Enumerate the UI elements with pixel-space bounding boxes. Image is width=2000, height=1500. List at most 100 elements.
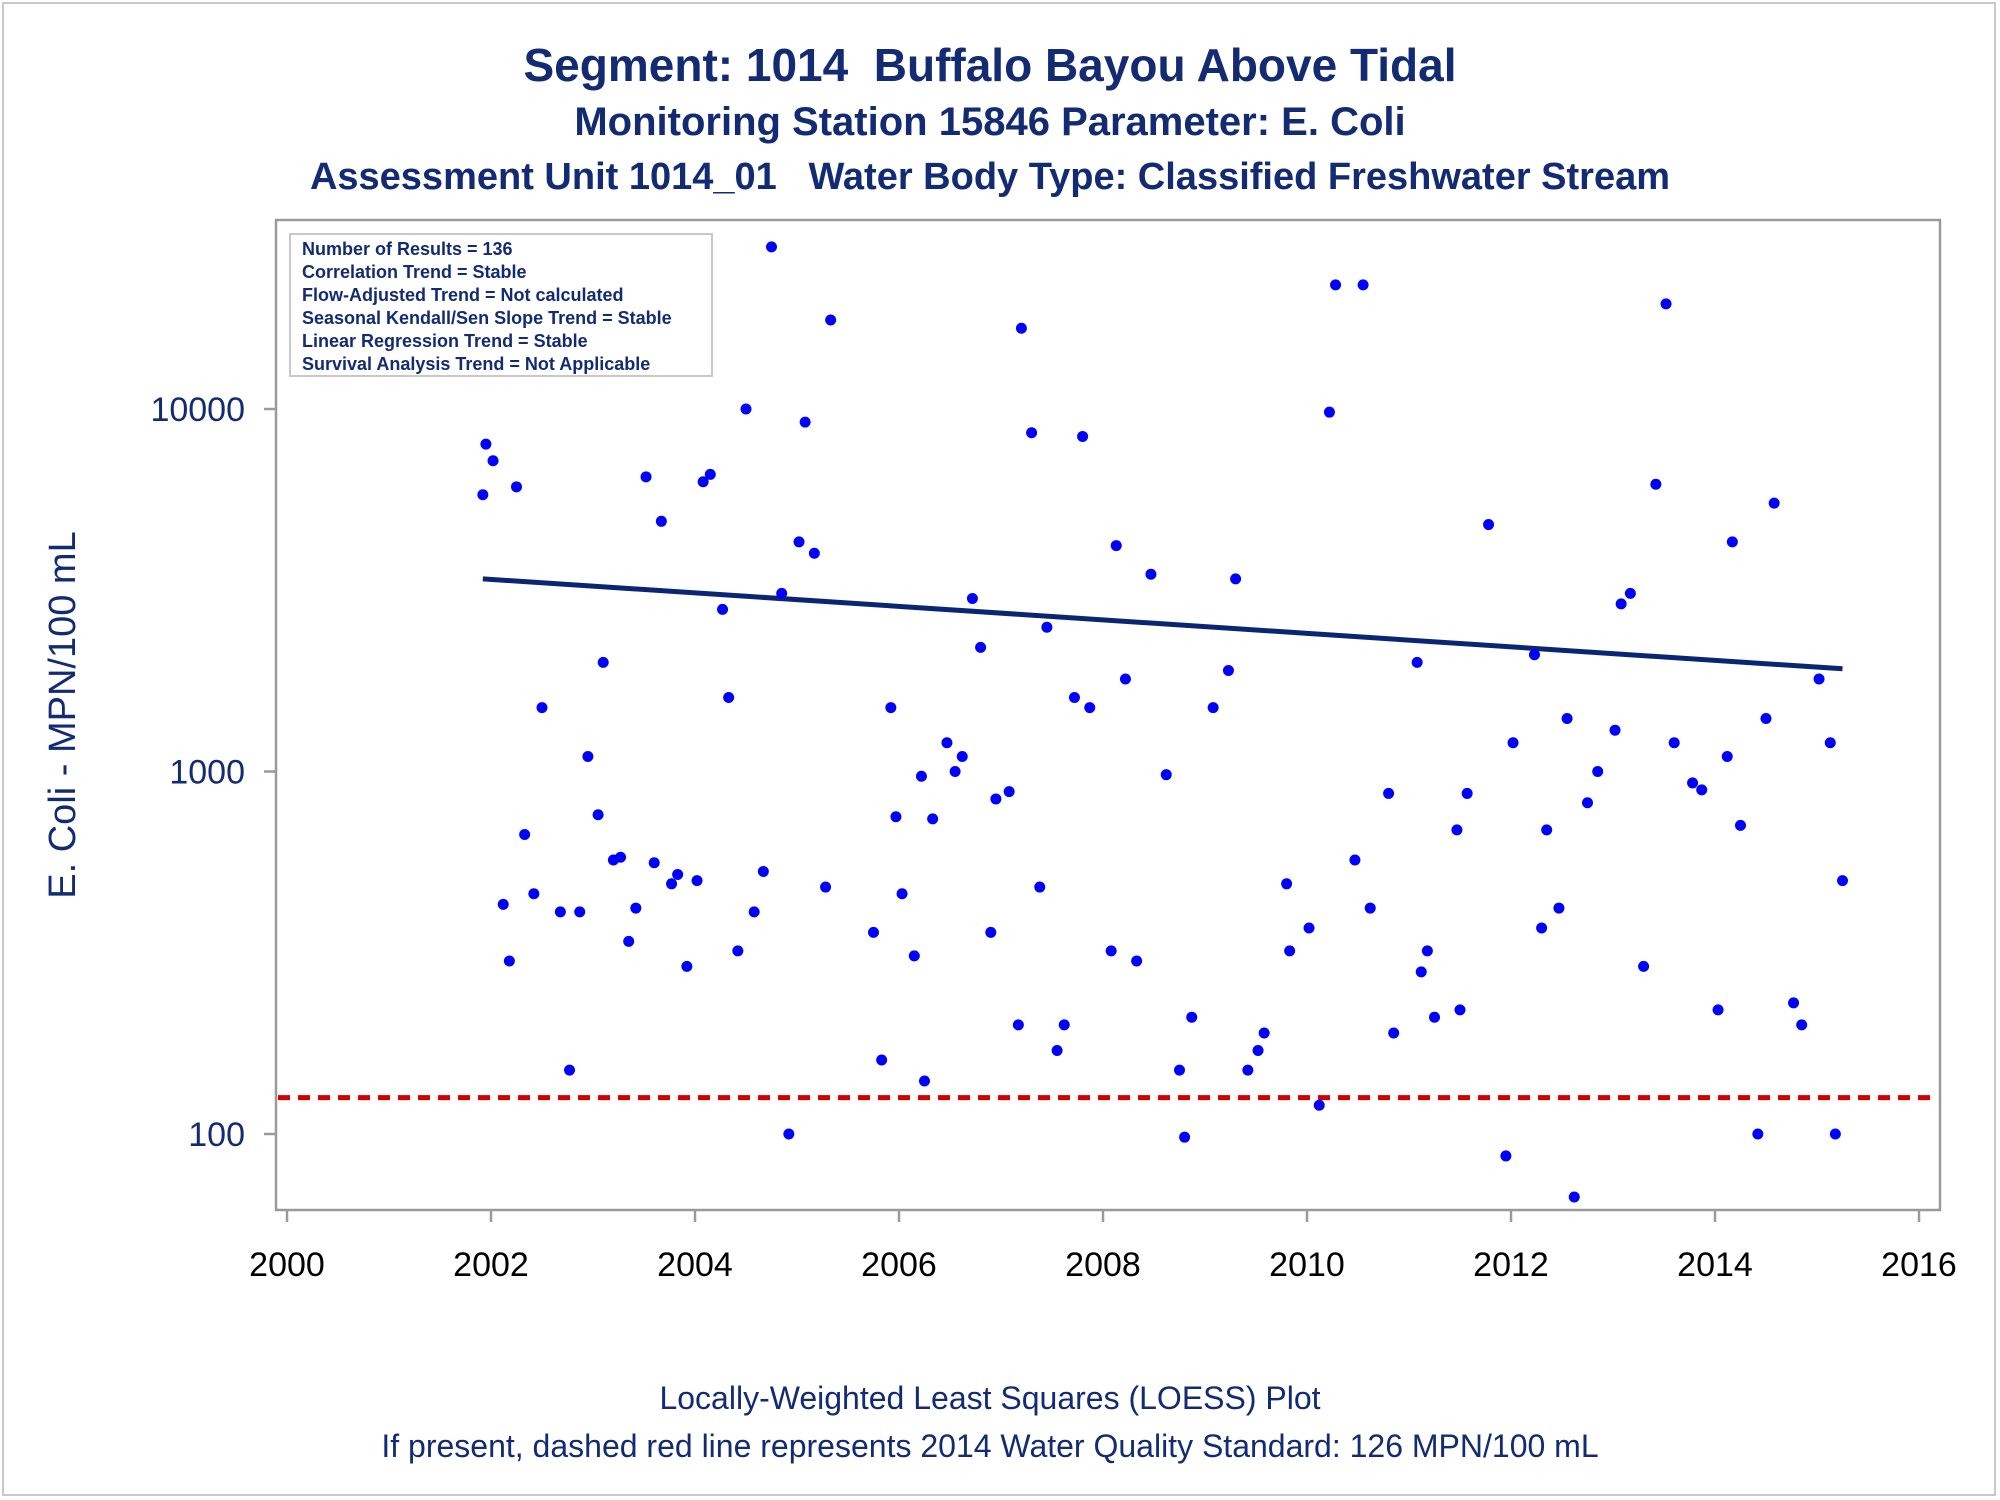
y-tick-label-100: 100 (188, 1116, 245, 1154)
data-point-132 (1813, 673, 1825, 685)
data-point-27 (697, 476, 709, 488)
data-point-87 (1303, 922, 1315, 934)
data-point-123 (1712, 1004, 1724, 1016)
data-point-3 (497, 898, 509, 910)
data-point-71 (1110, 540, 1122, 552)
data-point-55 (966, 593, 978, 605)
data-point-135 (1837, 875, 1848, 887)
y-tick-label-10000: 10000 (150, 391, 245, 429)
plot-area (274, 218, 1942, 1212)
data-point-66 (1058, 1019, 1070, 1031)
data-point-92 (1357, 279, 1369, 291)
stats-line-4: Linear Regression Trend = Stable (302, 331, 588, 351)
data-point-29 (717, 603, 729, 615)
data-point-95 (1388, 1027, 1400, 1039)
data-point-121 (1687, 777, 1699, 789)
x-tick-label-2016: 2016 (1881, 1246, 1957, 1284)
data-point-102 (1461, 787, 1473, 799)
data-point-63 (1034, 881, 1046, 893)
data-point-25 (681, 960, 693, 972)
data-point-8 (536, 702, 548, 714)
data-point-2 (487, 455, 499, 467)
x-tick-label-2014: 2014 (1677, 1246, 1753, 1284)
data-point-23 (666, 878, 678, 890)
data-point-83 (1252, 1044, 1264, 1056)
data-point-70 (1105, 945, 1117, 957)
data-point-74 (1145, 568, 1157, 580)
data-point-47 (896, 888, 908, 900)
data-point-19 (630, 902, 642, 914)
x-tick-label-2006: 2006 (861, 1246, 937, 1284)
data-point-26 (691, 875, 703, 887)
data-point-42 (825, 314, 837, 326)
data-point-10 (554, 906, 566, 918)
data-point-56 (975, 641, 987, 653)
data-point-118 (1650, 478, 1662, 490)
data-point-17 (615, 851, 627, 863)
data-point-22 (655, 515, 667, 527)
data-point-78 (1186, 1011, 1198, 1023)
stats-line-1: Correlation Trend = Stable (302, 262, 527, 282)
data-point-39 (799, 416, 811, 428)
data-point-51 (927, 813, 939, 825)
data-point-84 (1258, 1027, 1270, 1039)
data-point-97 (1415, 966, 1427, 978)
stats-line-0: Number of Results = 136 (302, 239, 513, 259)
data-point-128 (1760, 713, 1772, 725)
x-tick-label-2010: 2010 (1269, 1246, 1345, 1284)
footnote-loess: Locally-Weighted Least Squares (LOESS) P… (659, 1380, 1321, 1416)
data-point-76 (1174, 1064, 1185, 1076)
data-point-79 (1207, 702, 1219, 714)
data-point-82 (1242, 1064, 1254, 1076)
data-point-127 (1752, 1128, 1764, 1140)
data-point-111 (1568, 1191, 1580, 1203)
data-point-104 (1500, 1150, 1512, 1162)
loess-trend-line (482, 576, 1843, 672)
data-point-80 (1222, 664, 1234, 676)
data-point-38 (793, 536, 805, 548)
data-point-98 (1421, 945, 1433, 957)
data-point-101 (1454, 1004, 1466, 1016)
data-point-45 (885, 702, 897, 714)
data-point-57 (985, 926, 997, 938)
data-point-50 (919, 1075, 930, 1087)
data-point-67 (1068, 692, 1080, 704)
data-point-113 (1592, 766, 1604, 777)
data-point-88 (1313, 1099, 1325, 1111)
data-point-125 (1726, 536, 1738, 548)
chart-subtitle-station: Monitoring Station 15846 Parameter: E. C… (574, 100, 1406, 144)
footnote-standard: If present, dashed red line represents 2… (381, 1428, 1599, 1464)
data-point-48 (908, 950, 920, 962)
data-point-1 (480, 438, 492, 450)
data-point-96 (1411, 656, 1423, 668)
data-point-33 (748, 906, 760, 918)
chart-title: Segment: 1014 Buffalo Bayou Above Tidal (523, 39, 1457, 91)
data-point-134 (1829, 1128, 1841, 1140)
data-point-133 (1824, 737, 1836, 749)
data-point-112 (1582, 797, 1593, 809)
data-point-54 (956, 750, 968, 762)
x-tick-label-2000: 2000 (249, 1246, 325, 1284)
data-point-107 (1536, 922, 1548, 934)
chart-subtitle-assessment: Assessment Unit 1014_01 Water Body Type:… (309, 156, 1671, 198)
stats-line-2: Flow-Adjusted Trend = Not calculated (302, 285, 624, 305)
stats-box-border (289, 233, 713, 377)
stats-line-5: Survival Analysis Trend = Not Applicable (302, 354, 650, 374)
data-point-115 (1615, 598, 1627, 610)
data-point-126 (1735, 819, 1746, 831)
data-point-85 (1281, 878, 1293, 890)
data-point-13 (582, 750, 594, 762)
data-point-20 (640, 471, 652, 483)
data-point-21 (648, 857, 660, 869)
data-point-89 (1323, 406, 1335, 418)
data-point-129 (1768, 497, 1780, 509)
data-point-93 (1364, 902, 1376, 914)
x-tick-label-2002: 2002 (453, 1246, 529, 1284)
data-point-117 (1638, 960, 1650, 972)
data-point-12 (574, 906, 586, 918)
data-point-15 (597, 656, 609, 668)
x-tick-label-2012: 2012 (1473, 1246, 1549, 1284)
data-point-75 (1160, 769, 1172, 781)
